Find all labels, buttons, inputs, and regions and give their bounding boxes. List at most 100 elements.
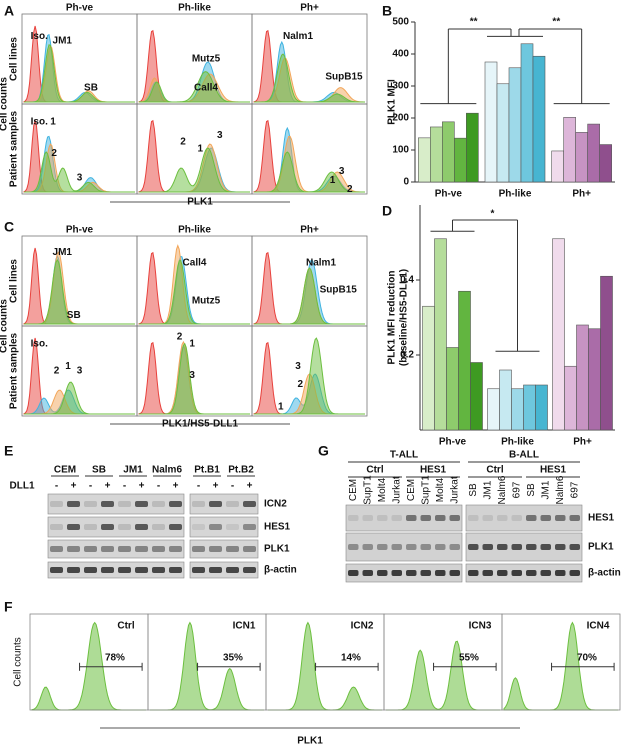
x-axis-label: PLK1/HS5-DLL1 [162, 419, 239, 430]
blot-strip [189, 493, 259, 515]
curve-label: Iso. [31, 117, 48, 128]
band [526, 544, 537, 550]
curve-label: Iso. [31, 31, 48, 42]
lane-label: SB [526, 483, 537, 497]
bar [575, 132, 588, 183]
band [526, 570, 537, 576]
condition-label: Ctrl [366, 465, 383, 476]
histogram [254, 337, 365, 415]
gate-percent: 78% [105, 652, 125, 663]
curve-label: 2 [51, 148, 57, 159]
curve-label: 1 [65, 361, 71, 372]
band [118, 501, 131, 507]
lane-label: JM1 [482, 480, 493, 499]
curve-label: SupB15 [325, 72, 363, 83]
significance: * [491, 209, 495, 220]
curve-label: 3 [217, 130, 223, 141]
bar [599, 144, 612, 183]
band [377, 544, 388, 550]
panel-letter: F [4, 599, 13, 615]
blot-strip [189, 561, 259, 579]
band [406, 570, 417, 576]
band [169, 501, 182, 507]
band [540, 544, 551, 550]
band [511, 544, 522, 550]
blot-strip [189, 516, 259, 538]
histogram [139, 71, 250, 103]
column-title: Ph-like [178, 3, 211, 14]
panel-letter: G [318, 443, 329, 459]
band [420, 544, 431, 550]
protein-label: HES1 [588, 513, 615, 524]
cell-frame [501, 613, 621, 711]
band [84, 524, 97, 530]
band [449, 515, 460, 521]
band [435, 515, 446, 521]
band [435, 544, 446, 550]
cell-frame [251, 325, 368, 417]
y-tick-label: 0.4 [400, 275, 414, 286]
band [449, 570, 460, 576]
lane-sign: - [197, 481, 200, 492]
band [67, 524, 80, 530]
band [152, 501, 165, 507]
curve-label: 3 [77, 172, 83, 183]
curve-label: Mutz5 [192, 295, 221, 306]
sample-label: CEM [54, 465, 76, 476]
band [497, 544, 508, 550]
band [482, 570, 493, 576]
blot-strip [465, 563, 583, 583]
column-title: Ph+ [300, 225, 319, 236]
band [101, 567, 114, 573]
band [118, 546, 131, 552]
bar [551, 150, 564, 183]
gate-percent: 35% [223, 652, 243, 663]
lane-label: CEM [348, 479, 359, 501]
sample-label: JM1 [123, 465, 143, 476]
band [192, 546, 205, 552]
sample-label: Nalm6 [152, 465, 182, 476]
histogram [386, 640, 500, 711]
bar [466, 112, 479, 183]
bar [470, 362, 483, 431]
x-tick-label: Ph-ve [439, 437, 467, 448]
curve-label: 2 [177, 331, 183, 342]
bar [499, 369, 512, 431]
histogram [254, 151, 365, 193]
condition-label: HES1 [540, 465, 567, 476]
curve-label: SupB15 [320, 285, 358, 296]
curve-label: 1 [330, 175, 336, 186]
lane-sign: - [89, 481, 92, 492]
band [555, 544, 566, 550]
band [84, 546, 97, 552]
band [67, 567, 80, 573]
curve-label: Nalm1 [306, 258, 336, 269]
column-title: Ph-ve [66, 3, 94, 14]
gate-percent: 55% [459, 652, 479, 663]
lane-label: SB [468, 483, 479, 497]
band [101, 501, 114, 507]
curve-label: 2 [347, 184, 353, 195]
condition-label: Ctrl [486, 465, 503, 476]
band [555, 570, 566, 576]
condition-label: Ctrl [117, 621, 134, 632]
panel-letter: C [4, 219, 14, 235]
band [209, 567, 222, 573]
sample-label: Pt.B2 [228, 465, 254, 476]
lane-sign: + [213, 481, 219, 492]
row-title: Patient samples [9, 332, 20, 409]
curve-label: Nalm1 [283, 31, 313, 42]
band [482, 515, 493, 521]
y-axis-label: Cell counts [0, 299, 10, 353]
lane-label: CEM [406, 479, 417, 501]
y-axis-label: Cell counts [13, 637, 24, 686]
lane-sign: + [139, 481, 145, 492]
lane-label: Molt4 [435, 477, 446, 502]
bar [496, 83, 510, 183]
x-tick-label: Ph+ [572, 189, 591, 200]
lane-label: Jurkat [449, 476, 460, 503]
band [101, 546, 114, 552]
bar [446, 347, 459, 431]
band [101, 524, 114, 530]
band [468, 570, 479, 576]
